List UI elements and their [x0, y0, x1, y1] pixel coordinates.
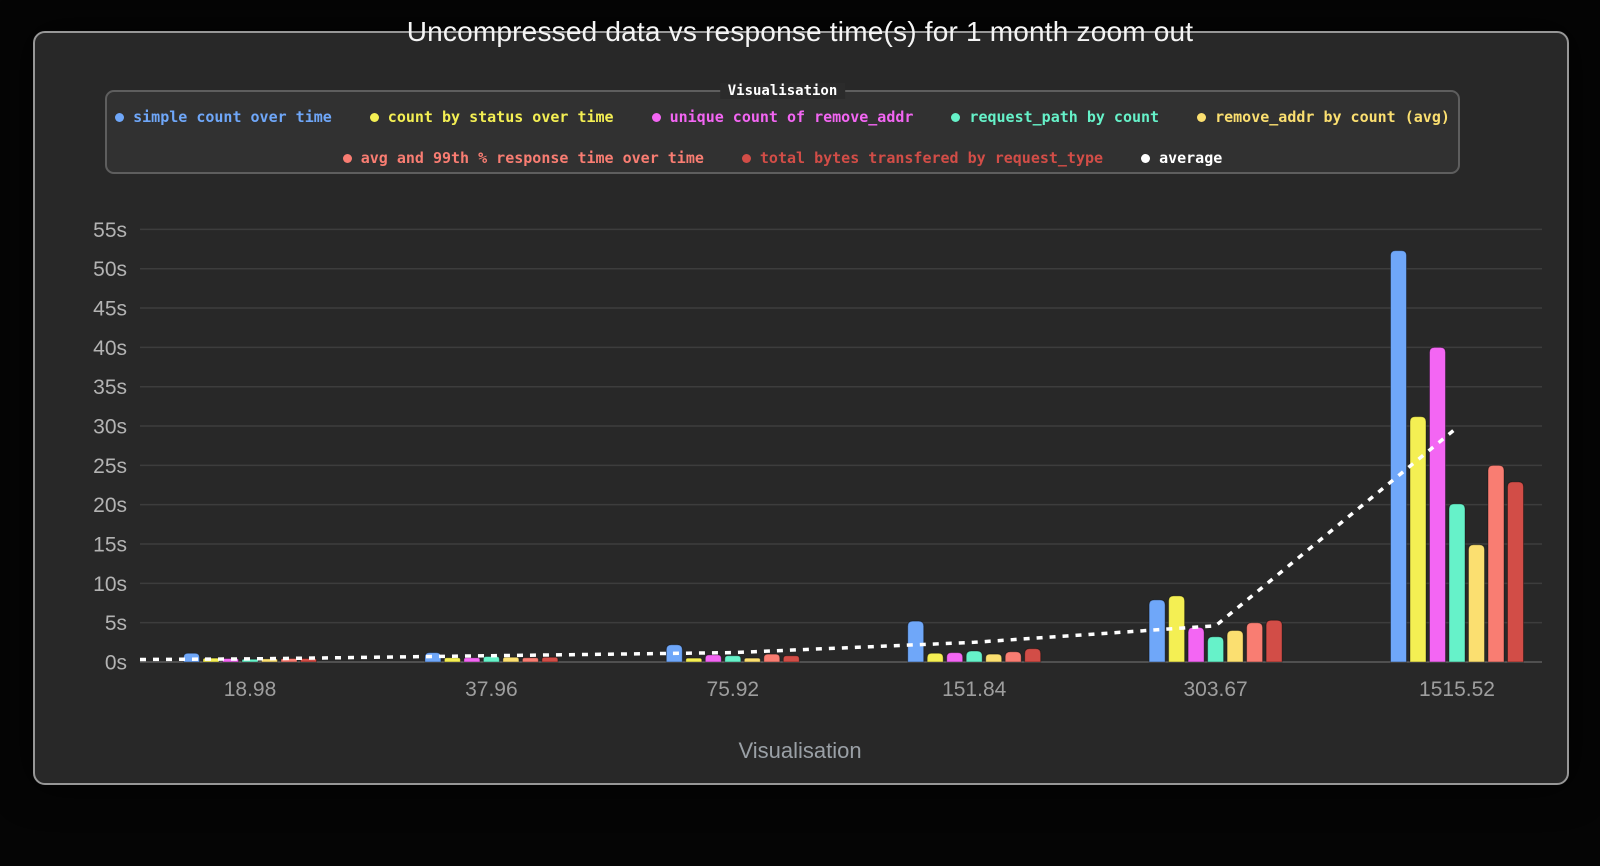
svg-text:25s: 25s [93, 455, 127, 478]
bars-remove-addr-by-count-avg [261, 544, 1485, 663]
legend-series-dot-icon [342, 153, 352, 163]
bars-unique-count-of-remove-addr [222, 346, 1446, 663]
legend-row-2: avg and 99th % response time over time to… [107, 139, 1458, 177]
svg-text:30s: 30s [93, 416, 127, 439]
legend-item-unique-count-of-remove-addr[interactable]: unique count of remove_addr [651, 108, 914, 126]
legend-series-dot-icon [115, 112, 125, 122]
svg-text:37.96: 37.96 [465, 678, 518, 701]
svg-text:151.84: 151.84 [942, 678, 1007, 701]
legend-item-simple-count-over-time[interactable]: simple count over time [115, 108, 332, 126]
svg-text:50s: 50s [93, 258, 127, 281]
y-grid: 0s 5s 10s 15s 20s 25s 30s 35s 40s 45s 50s 55s [93, 219, 1542, 675]
bars-avg-and-99th-response-time-over-time [280, 464, 1505, 663]
svg-text:55s: 55s [93, 219, 127, 242]
chart-title: Uncompressed data vs response time(s) fo… [406, 16, 1194, 47]
legend-item-label: average [1159, 149, 1223, 167]
svg-text:40s: 40s [93, 337, 127, 360]
legend-item-label: total bytes transfered by request_type [759, 149, 1104, 167]
legend-item-label: count by status over time [387, 108, 614, 126]
legend-series-dot-icon [369, 112, 379, 122]
legend-item-label: request_path by count [969, 108, 1160, 126]
legend-item-request-path-by-count[interactable]: request_path by count [951, 108, 1159, 126]
legend-item-remove-addr-by-count-avg[interactable]: remove_addr by count (avg) [1197, 108, 1450, 126]
svg-text:5s: 5s [105, 612, 127, 635]
svg-text:75.92: 75.92 [707, 678, 760, 701]
legend-row-1: simple count over time count by status ov… [107, 98, 1458, 136]
bars-count-by-status-over-time [202, 416, 1427, 663]
x-axis-title: Visualisation [738, 738, 862, 763]
svg-text:303.67: 303.67 [1183, 678, 1247, 701]
legend-item-label: simple count over time [133, 108, 332, 126]
x-axis-labels: 18.98 37.96 75.92 151.84 303.67 1515.52 [224, 678, 1495, 701]
legend-series-dot-icon [1141, 153, 1151, 163]
legend-series-dot-icon [951, 112, 961, 122]
legend-item-avg-and-99th-response-time-over-time[interactable]: avg and 99th % response time over time [342, 149, 704, 167]
legend-series-dot-icon [1197, 112, 1207, 122]
legend-item-average[interactable]: average [1141, 149, 1222, 167]
bars-total-bytes-transfered-by-request-type [300, 481, 1524, 663]
legend-item-label: unique count of remove_addr [669, 108, 914, 126]
svg-text:45s: 45s [93, 298, 127, 321]
bars-simple-count-over-time [183, 250, 1407, 663]
svg-text:0s: 0s [105, 652, 127, 675]
svg-text:1515.52: 1515.52 [1419, 678, 1495, 701]
legend-series-dot-icon [651, 112, 661, 122]
legend-item-label: remove_addr by count (avg) [1215, 108, 1450, 126]
legend-title: Visualisation [719, 83, 846, 99]
legend-series-dot-icon [741, 153, 751, 163]
legend-item-total-bytes-transfered-by-request-type[interactable]: total bytes transfered by request_type [741, 149, 1104, 167]
legend: Visualisation simple count over time coun… [105, 83, 1460, 177]
svg-text:20s: 20s [93, 494, 127, 517]
legend-item-label: avg and 99th % response time over time [360, 149, 704, 167]
svg-text:35s: 35s [93, 376, 127, 399]
legend-item-count-by-status-over-time[interactable]: count by status over time [369, 108, 614, 126]
svg-text:15s: 15s [93, 534, 127, 557]
svg-text:18.98: 18.98 [224, 678, 277, 701]
svg-text:10s: 10s [93, 573, 127, 596]
